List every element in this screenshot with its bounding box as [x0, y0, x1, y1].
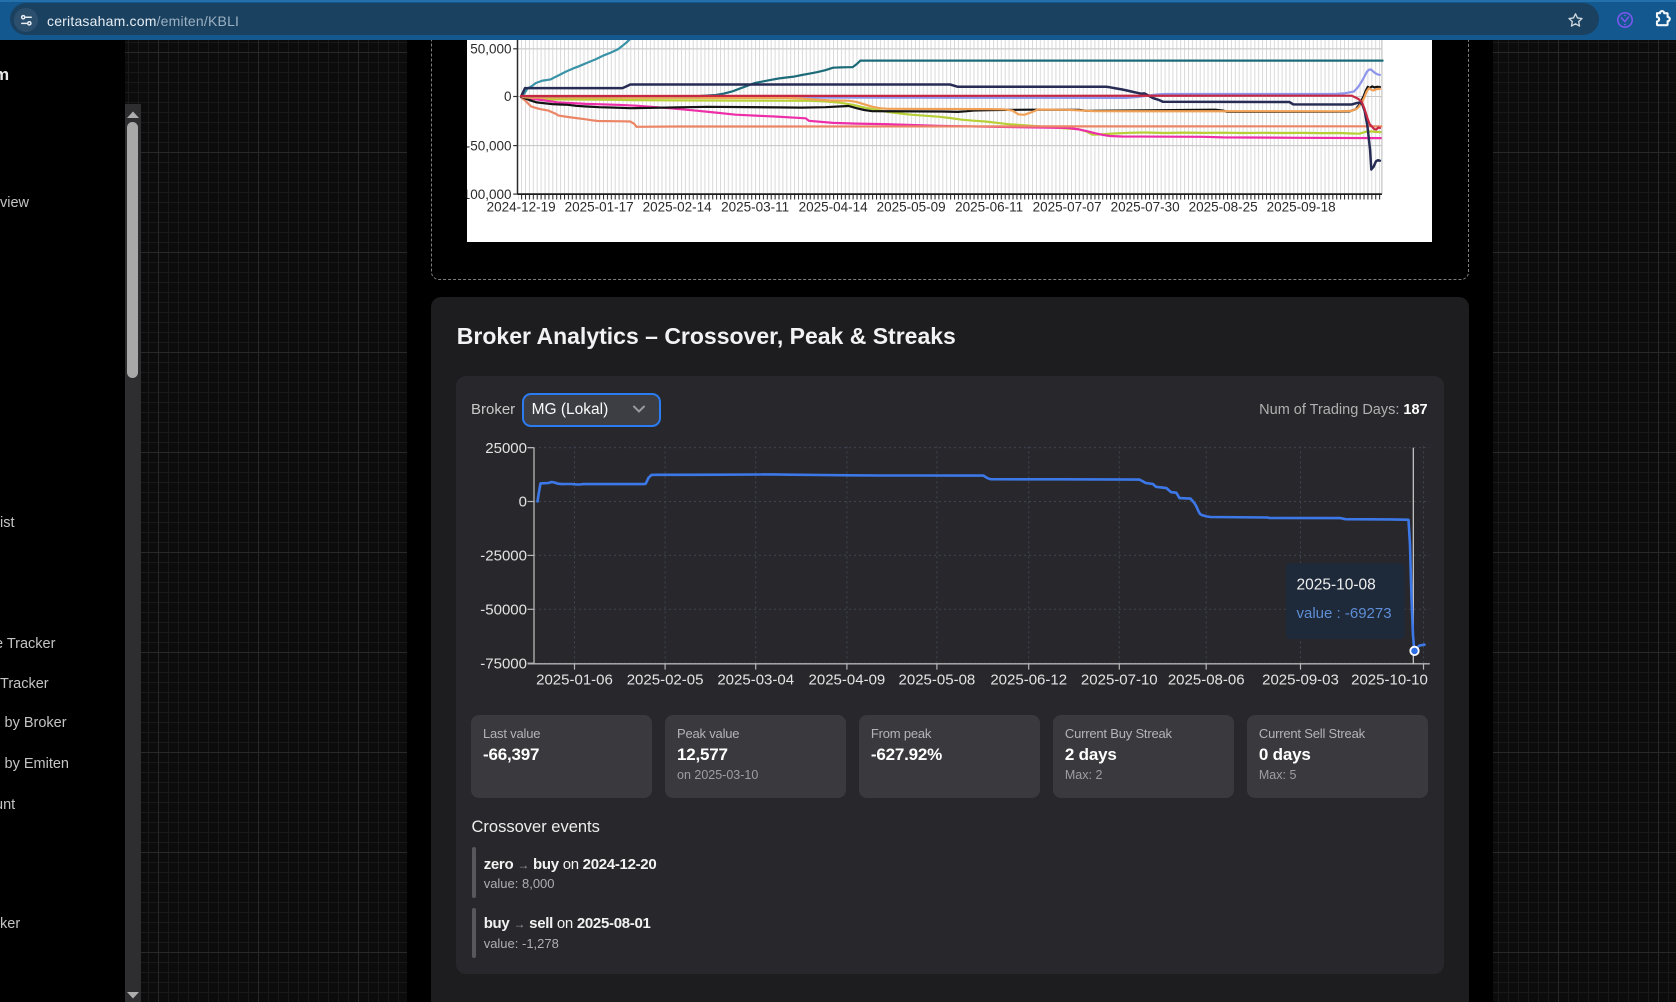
- svg-text:2025-04-09: 2025-04-09: [808, 672, 885, 689]
- svg-text:2025-05-08: 2025-05-08: [898, 672, 975, 689]
- svg-text:2025-07-07: 2025-07-07: [1033, 200, 1102, 215]
- svg-text:2025-10-10: 2025-10-10: [1351, 672, 1428, 689]
- svg-text:2025-02-05: 2025-02-05: [626, 672, 703, 689]
- svg-text:2025-08-06: 2025-08-06: [1167, 672, 1244, 689]
- svg-text:2025-01-17: 2025-01-17: [565, 200, 634, 215]
- svg-text:2025-07-10: 2025-07-10: [1080, 672, 1157, 689]
- svg-text:2025-03-11: 2025-03-11: [721, 200, 789, 215]
- svg-text:2025-05-09: 2025-05-09: [877, 200, 946, 215]
- svg-text:2025-07-30: 2025-07-30: [1111, 200, 1180, 215]
- svg-text:-75000: -75000: [480, 655, 527, 672]
- svg-text:-25000: -25000: [480, 548, 527, 565]
- svg-text:25000: 25000: [485, 440, 527, 457]
- svg-text:-100,000: -100,000: [467, 187, 512, 202]
- svg-text:2025-06-12: 2025-06-12: [990, 672, 1067, 689]
- svg-text:-50000: -50000: [480, 602, 527, 619]
- svg-text:0: 0: [504, 89, 512, 104]
- svg-text:2025-08-25: 2025-08-25: [1189, 200, 1258, 215]
- svg-text:2025-03-04: 2025-03-04: [717, 672, 794, 689]
- svg-text:2025-10-08: 2025-10-08: [1296, 577, 1375, 594]
- svg-text:2025-01-06: 2025-01-06: [536, 672, 613, 689]
- svg-text:-50,000: -50,000: [467, 138, 512, 153]
- svg-text:2025-06-11: 2025-06-11: [955, 200, 1023, 215]
- svg-text:2025-09-03: 2025-09-03: [1262, 672, 1339, 689]
- svg-text:50,000: 50,000: [471, 42, 512, 57]
- svg-text:2024-12-19: 2024-12-19: [487, 200, 556, 215]
- svg-text:2025-04-14: 2025-04-14: [799, 200, 869, 215]
- svg-text:2025-09-18: 2025-09-18: [1267, 200, 1336, 215]
- svg-text:2025-02-14: 2025-02-14: [643, 200, 713, 215]
- svg-text:0: 0: [518, 494, 526, 511]
- svg-text:value : -69273: value : -69273: [1296, 605, 1391, 622]
